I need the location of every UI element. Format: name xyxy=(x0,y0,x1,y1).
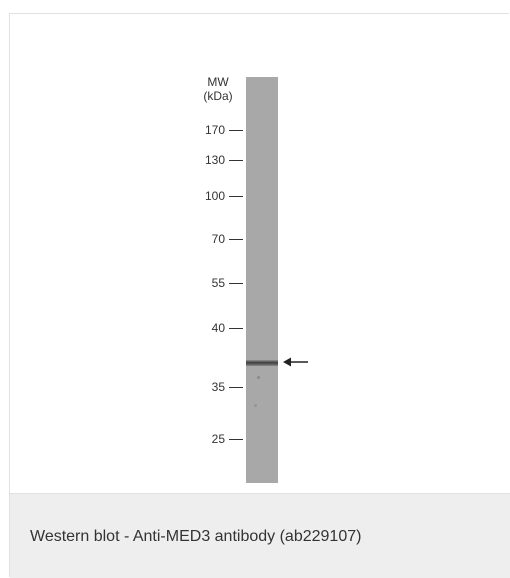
marker-100: 100 xyxy=(188,189,243,203)
marker-35: 35 xyxy=(188,380,243,394)
blot-speck xyxy=(257,376,260,379)
marker-tick xyxy=(229,129,243,131)
mw-label: MW xyxy=(207,75,229,89)
image-caption: Western blot - Anti-MED3 antibody (ab229… xyxy=(10,493,510,578)
marker-tick xyxy=(229,386,243,388)
protein-band xyxy=(246,360,278,366)
marker-40: 40 xyxy=(188,321,243,335)
marker-25: 25 xyxy=(188,432,243,446)
marker-tick xyxy=(229,159,243,161)
marker-170: 170 xyxy=(188,123,243,137)
marker-label: 40 xyxy=(211,321,225,335)
marker-label: 70 xyxy=(211,232,225,246)
marker-tick xyxy=(229,282,243,284)
western-blot-figure[interactable]: MW (kDa) 170 130 100 70 55 40 35 25 xyxy=(10,14,510,493)
marker-tick xyxy=(229,438,243,440)
image-card: MW (kDa) 170 130 100 70 55 40 35 25 xyxy=(9,13,510,578)
marker-label: 55 xyxy=(211,276,225,290)
marker-label: 170 xyxy=(204,123,225,137)
marker-label: 100 xyxy=(204,189,225,203)
marker-55: 55 xyxy=(188,276,243,290)
marker-tick xyxy=(229,195,243,197)
left-arrow-icon xyxy=(283,357,308,367)
mw-header: MW (kDa) xyxy=(198,75,238,103)
kda-label: (kDa) xyxy=(203,89,233,103)
marker-label: 25 xyxy=(211,432,225,446)
marker-70: 70 xyxy=(188,232,243,246)
blot-lane xyxy=(246,77,278,483)
marker-130: 130 xyxy=(188,153,243,167)
marker-tick xyxy=(229,327,243,329)
marker-tick xyxy=(229,238,243,240)
marker-label: 130 xyxy=(204,153,225,167)
blot-speck xyxy=(254,404,257,407)
marker-label: 35 xyxy=(211,380,225,394)
caption-text: Western blot - Anti-MED3 antibody (ab229… xyxy=(30,528,362,545)
